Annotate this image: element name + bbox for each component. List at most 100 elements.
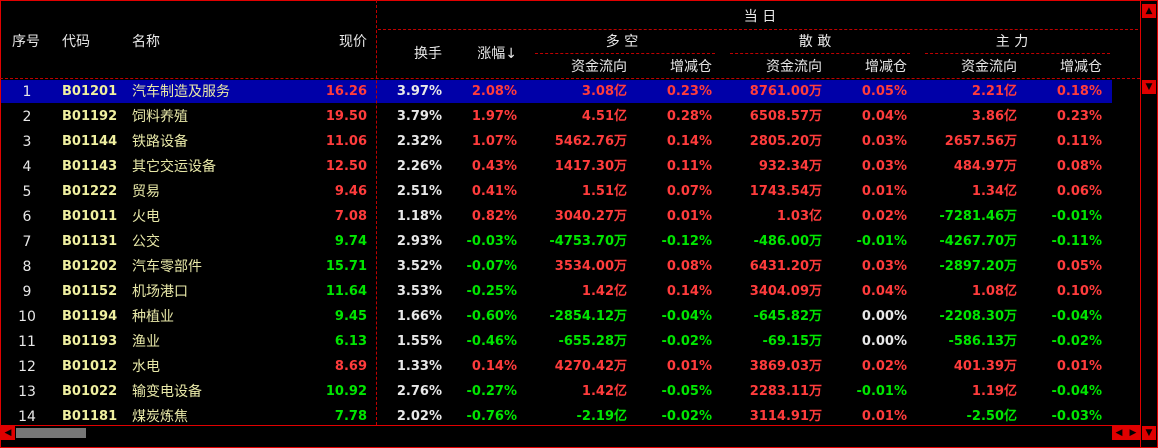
position-change: -0.02% <box>661 409 713 424</box>
net-flow: 4.51亿 <box>581 109 627 124</box>
code: B01012 <box>62 359 118 374</box>
net-flow: 1.51亿 <box>581 184 627 199</box>
turnover: 2.93% <box>396 234 442 249</box>
turnover: 2.32% <box>396 134 442 149</box>
sub-header: 资金流向 <box>766 59 822 75</box>
position-change: -0.12% <box>661 234 713 249</box>
row-index: 6 <box>22 209 32 225</box>
position-change: -0.01% <box>856 384 908 399</box>
net-flow: 3040.27万 <box>554 209 627 224</box>
name: 汽车制造及服务 <box>132 84 230 100</box>
position-change: -0.04% <box>1051 309 1103 324</box>
name: 水电 <box>132 359 160 375</box>
name: 煤炭炼焦 <box>132 409 188 425</box>
position-change: 0.03% <box>861 159 907 174</box>
change: -0.25% <box>466 284 518 299</box>
price: 7.78 <box>334 409 367 424</box>
net-flow: -4267.70万 <box>939 234 1017 249</box>
position-change: 0.02% <box>861 209 907 224</box>
net-flow: 3869.03万 <box>749 359 822 374</box>
column-header: 现价 <box>339 34 367 50</box>
net-flow: 1.19亿 <box>971 384 1017 399</box>
row-index: 9 <box>22 284 32 300</box>
change: 1.97% <box>471 109 517 124</box>
group-header: 主 力 <box>995 34 1029 50</box>
change: 0.43% <box>471 159 517 174</box>
position-change: 0.01% <box>861 184 907 199</box>
change: 1.07% <box>471 134 517 149</box>
header-divider <box>378 29 1138 30</box>
sub-header: 资金流向 <box>961 59 1017 75</box>
row-index: 13 <box>18 384 36 400</box>
scroll-left[interactable]: ◀ <box>1112 426 1126 440</box>
code: B01202 <box>62 259 118 274</box>
position-change: 0.05% <box>861 84 907 99</box>
code: B01144 <box>62 134 118 149</box>
position-change: 0.02% <box>861 359 907 374</box>
net-flow: 3404.09万 <box>749 284 822 299</box>
header-divider <box>0 78 1140 79</box>
net-flow: -2.50亿 <box>966 409 1017 424</box>
turnover: 2.26% <box>396 159 442 174</box>
position-change: -0.03% <box>1051 409 1103 424</box>
header-period: 当 日 <box>743 9 777 25</box>
code: B01131 <box>62 234 118 249</box>
name: 公交 <box>132 234 160 250</box>
group-divider <box>925 53 1110 54</box>
change: 0.14% <box>471 359 517 374</box>
change: 0.41% <box>471 184 517 199</box>
net-flow: 8761.00万 <box>749 84 822 99</box>
turnover: 1.66% <box>396 309 442 324</box>
net-flow: 1417.30万 <box>554 159 627 174</box>
turnover: 2.51% <box>396 184 442 199</box>
change: 2.08% <box>471 84 517 99</box>
name: 输变电设备 <box>132 384 202 400</box>
net-flow: 6508.57万 <box>749 109 822 124</box>
net-flow: 401.39万 <box>953 359 1017 374</box>
net-flow: 1.42亿 <box>581 284 627 299</box>
net-flow: -69.15万 <box>762 334 822 349</box>
scroll-down[interactable]: ▼ <box>1142 426 1156 440</box>
scroll-right[interactable]: ▶ <box>1126 426 1140 440</box>
scroll-thumb[interactable] <box>16 428 86 438</box>
price: 7.08 <box>334 209 367 224</box>
price: 8.69 <box>334 359 367 374</box>
selected-row[interactable] <box>0 80 1112 103</box>
position-change: 0.08% <box>666 259 712 274</box>
net-flow: 2.21亿 <box>971 84 1017 99</box>
scroll-left[interactable]: ◀ <box>1 426 15 440</box>
change: -0.76% <box>466 409 518 424</box>
position-change: 0.23% <box>1056 109 1102 124</box>
turnover: 1.33% <box>396 359 442 374</box>
position-change: 0.28% <box>666 109 712 124</box>
net-flow: 6431.20万 <box>749 259 822 274</box>
column-header: 代码 <box>62 34 90 50</box>
net-flow: 1743.54万 <box>749 184 822 199</box>
position-change: -0.01% <box>1051 209 1103 224</box>
code: B01011 <box>62 209 118 224</box>
group-header: 多 空 <box>605 34 639 50</box>
code: B01193 <box>62 334 118 349</box>
position-change: 0.03% <box>861 259 907 274</box>
net-flow: 2283.11万 <box>749 384 822 399</box>
net-flow: 4270.42万 <box>554 359 627 374</box>
position-change: 0.04% <box>861 284 907 299</box>
position-change: -0.05% <box>661 384 713 399</box>
net-flow: -655.28万 <box>558 334 627 349</box>
code: B01181 <box>62 409 118 424</box>
column-header: 换手 <box>414 46 442 62</box>
net-flow: -7281.46万 <box>939 209 1017 224</box>
row-index: 11 <box>18 334 36 350</box>
net-flow: -2208.30万 <box>939 309 1017 324</box>
change: -0.03% <box>466 234 518 249</box>
position-change: 0.01% <box>1056 359 1102 374</box>
code: B01222 <box>62 184 118 199</box>
position-change: 0.11% <box>1056 134 1102 149</box>
turnover: 2.02% <box>396 409 442 424</box>
position-change: 0.07% <box>666 184 712 199</box>
code: B01194 <box>62 309 118 324</box>
group-divider <box>535 53 715 54</box>
net-flow: 1.34亿 <box>971 184 1017 199</box>
scroll-up[interactable]: ▲ <box>1142 4 1156 18</box>
scroll-down[interactable]: ▼ <box>1142 80 1156 94</box>
